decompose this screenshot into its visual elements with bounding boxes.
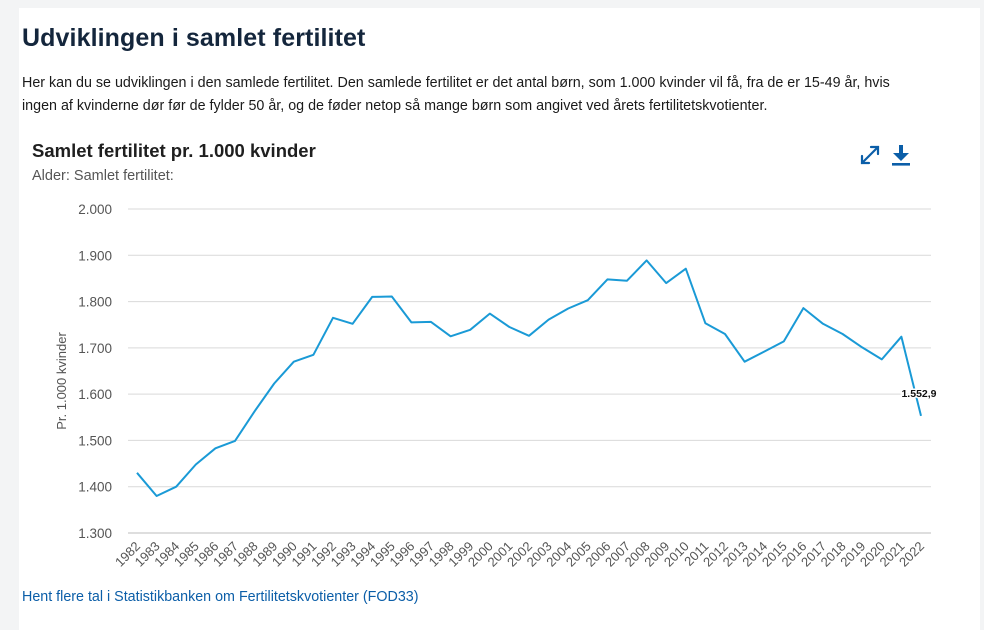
y-tick-label: 1.600 bbox=[78, 387, 112, 402]
data-point bbox=[271, 380, 277, 386]
data-point bbox=[448, 333, 454, 339]
data-point bbox=[389, 293, 395, 299]
data-point bbox=[918, 413, 924, 419]
data-point bbox=[546, 317, 552, 323]
data-points bbox=[134, 257, 924, 499]
data-point bbox=[742, 359, 748, 365]
data-point bbox=[252, 408, 258, 414]
chart-card bbox=[19, 8, 980, 630]
data-point bbox=[624, 278, 630, 284]
y-tick-label: 1.900 bbox=[78, 248, 112, 263]
y-tick-label: 1.400 bbox=[78, 480, 112, 495]
data-point bbox=[193, 461, 199, 467]
chart-title: Samlet fertilitet pr. 1.000 kvinder bbox=[32, 140, 316, 161]
y-tick-label: 1.500 bbox=[78, 433, 112, 448]
data-point bbox=[820, 321, 826, 327]
data-point bbox=[173, 484, 179, 490]
chart-subtitle: Alder: Samlet fertilitet: bbox=[32, 168, 174, 184]
data-point bbox=[585, 297, 591, 303]
data-point bbox=[428, 319, 434, 325]
data-point bbox=[840, 331, 846, 337]
expand-button[interactable] bbox=[858, 143, 882, 167]
data-point bbox=[898, 334, 904, 340]
y-tick-label: 2.000 bbox=[78, 202, 112, 217]
y-axis-label: Pr. 1.000 kvinder bbox=[54, 332, 69, 430]
y-tick-label: 1.700 bbox=[78, 341, 112, 356]
data-point bbox=[702, 320, 708, 326]
download-button[interactable] bbox=[889, 143, 913, 167]
grid-lines bbox=[128, 208, 931, 534]
page-title: Udviklingen i samlet fertilitet bbox=[22, 24, 366, 52]
data-point bbox=[761, 349, 767, 355]
download-icon bbox=[892, 145, 910, 166]
data-point bbox=[408, 319, 414, 325]
data-point bbox=[565, 306, 571, 312]
data-point bbox=[291, 359, 297, 365]
y-tick-label: 1.800 bbox=[78, 295, 112, 310]
data-point bbox=[800, 305, 806, 311]
data-point bbox=[487, 311, 493, 317]
data-point bbox=[134, 470, 140, 476]
data-point bbox=[526, 333, 532, 339]
data-point bbox=[683, 266, 689, 272]
intro-text: Her kan du se udviklingen i den samlede … bbox=[22, 75, 890, 114]
data-point bbox=[467, 327, 473, 333]
y-tick-label: 1.300 bbox=[78, 526, 112, 541]
data-point bbox=[879, 356, 885, 362]
data-point bbox=[310, 352, 316, 358]
expand-icon bbox=[860, 145, 880, 165]
data-label-2022: 1.552,9 bbox=[901, 388, 936, 400]
annotations: 1.552,9 bbox=[900, 386, 938, 401]
y-axis-ticks: 1.300 1.400 1.500 1.600 1.700 1.800 1.900 2.000 bbox=[78, 202, 112, 541]
data-point bbox=[859, 344, 865, 350]
data-point bbox=[212, 445, 218, 451]
data-point bbox=[506, 324, 512, 330]
data-point bbox=[154, 493, 160, 499]
data-point bbox=[644, 257, 650, 263]
data-point bbox=[663, 280, 669, 286]
data-point bbox=[604, 276, 610, 282]
data-point bbox=[781, 338, 787, 344]
data-point bbox=[350, 321, 356, 327]
statistikbanken-link[interactable]: Hent flere tal i Statistikbanken om Fert… bbox=[22, 589, 419, 605]
x-axis-ticks: 1982198319841985198619871988198919901991… bbox=[112, 539, 927, 570]
data-point bbox=[330, 315, 336, 321]
data-point bbox=[369, 294, 375, 300]
series-line-total-fertility bbox=[136, 259, 922, 497]
data-point bbox=[722, 331, 728, 337]
data-point bbox=[232, 438, 238, 444]
